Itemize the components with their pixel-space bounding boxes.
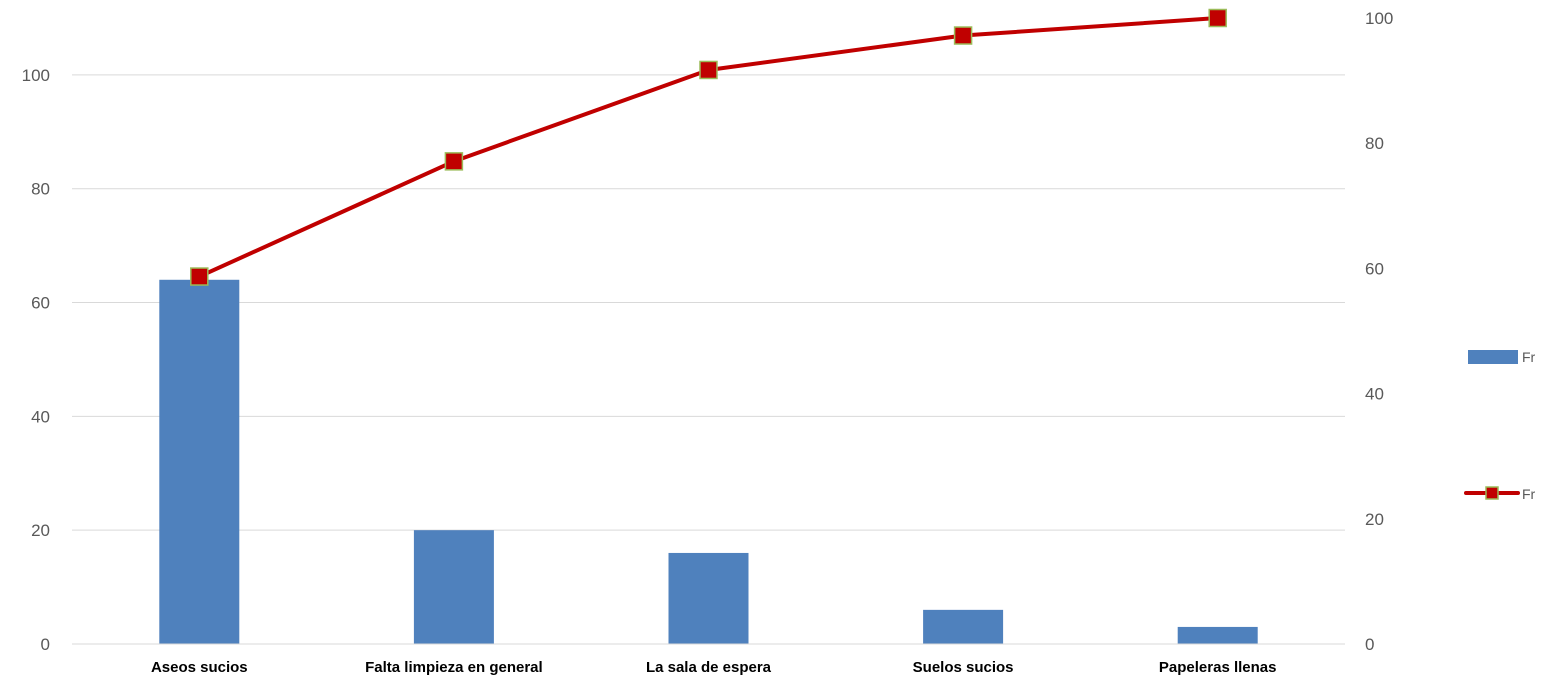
left-tick-label-80: 80 — [31, 180, 50, 199]
line-marker-1 — [190, 267, 209, 286]
right-tick-label-100: 100 — [1365, 9, 1393, 28]
legend-swatch-bar — [1468, 350, 1518, 364]
line-marker-3 — [699, 60, 718, 80]
left-tick-label-20: 20 — [31, 521, 50, 540]
left-tick-label-60: 60 — [31, 294, 50, 313]
right-tick-label-20: 20 — [1365, 510, 1384, 529]
category-label-5: Papeleras llenas — [1159, 659, 1277, 676]
category-label-4: Suelos sucios — [913, 659, 1014, 676]
left-y-axis: 0 20 40 60 80 100 — [22, 66, 50, 654]
cumulative-line — [197, 16, 1220, 279]
bar-3 — [668, 552, 749, 644]
right-tick-label-80: 80 — [1365, 134, 1384, 153]
bar-5 — [1177, 626, 1258, 644]
right-y-axis: 0 20 40 60 80 100 — [1365, 9, 1393, 654]
bar-1 — [159, 279, 240, 644]
right-tick-label-40: 40 — [1365, 385, 1384, 404]
category-label-1: Aseos sucios — [151, 659, 248, 676]
left-tick-label-0: 0 — [41, 635, 50, 654]
x-axis-categories: Aseos sucios Falta limpieza en general La … — [151, 659, 1277, 676]
line-marker-5 — [1208, 8, 1227, 28]
bar-2 — [413, 530, 494, 644]
legend-item-line: Fr — [1464, 486, 1536, 502]
category-label-3: La sala de espera — [646, 659, 772, 676]
bar-4 — [923, 609, 1004, 644]
right-tick-label-0: 0 — [1365, 635, 1374, 654]
legend: Fr Fr — [1464, 349, 1536, 502]
left-tick-label-100: 100 — [22, 66, 50, 85]
right-tick-label-60: 60 — [1365, 259, 1384, 278]
line-marker-2 — [444, 152, 464, 171]
left-tick-label-40: 40 — [31, 407, 50, 426]
legend-item-bar: Fr — [1468, 349, 1536, 365]
line-marker-4 — [953, 26, 973, 45]
legend-label-bar: Fr — [1522, 349, 1536, 365]
category-label-2: Falta limpieza en general — [365, 659, 543, 676]
legend-label-line: Fr — [1522, 486, 1536, 502]
bar-series — [159, 279, 1258, 644]
legend-swatch-marker — [1485, 486, 1499, 500]
cumulative-line-series — [190, 8, 1227, 286]
gridlines — [72, 74, 1345, 531]
